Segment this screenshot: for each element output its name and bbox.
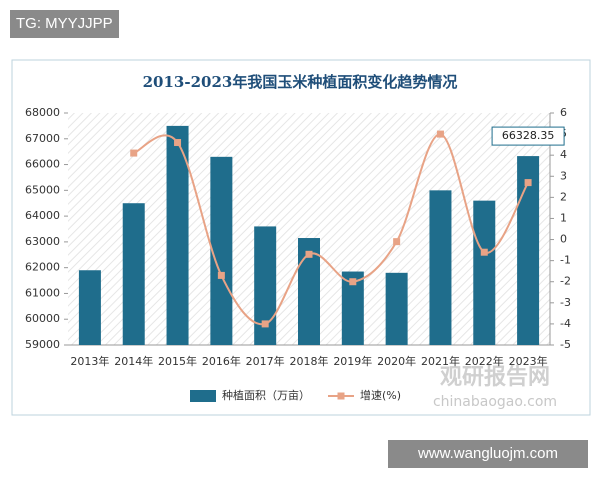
legend: 种植面积（万亩） 增速(%) xyxy=(190,388,401,402)
data-label: 66328.35 xyxy=(502,129,555,142)
line-marker xyxy=(436,130,444,138)
line-marker xyxy=(305,250,313,258)
watermark-logo: 观研报告网 xyxy=(440,365,550,390)
x-tick-label: 2022年 xyxy=(465,354,504,368)
bar xyxy=(254,226,277,345)
y2-tick-label: 0 xyxy=(560,233,567,246)
y-tick-label: 59000 xyxy=(25,338,60,351)
line xyxy=(133,133,529,326)
x-tick-label: 2018年 xyxy=(290,354,329,368)
y-tick-label: 64000 xyxy=(25,209,60,222)
legend-swatch xyxy=(190,390,216,402)
line-marker xyxy=(480,248,488,256)
y2-tick-label: -1 xyxy=(560,254,571,267)
x-tick-label: 2014年 xyxy=(114,354,153,368)
x-tick-label: 2023年 xyxy=(509,354,548,368)
y-tick-label: 68000 xyxy=(25,106,60,119)
y-tick-label: 66000 xyxy=(25,158,60,171)
legend-label: 种植面积（万亩） xyxy=(222,388,310,402)
y-tick-label: 63000 xyxy=(25,235,60,248)
watermark: TG: MYYJJPP xyxy=(10,10,119,38)
chart-frame xyxy=(11,59,591,416)
y2-tick-label: -5 xyxy=(560,338,571,351)
y-tick-label: 60000 xyxy=(25,312,60,325)
bar xyxy=(473,200,496,345)
watermark: www.wangluojm.com xyxy=(388,440,588,468)
legend-label: 增速(%) xyxy=(360,388,401,402)
y-tick-label: 62000 xyxy=(25,261,60,274)
y2-tick-label: -4 xyxy=(560,317,571,330)
x-tick-label: 2021年 xyxy=(421,354,460,368)
watermark-url: chinabaogao.com xyxy=(433,394,557,410)
y2-tick-label: -2 xyxy=(560,275,571,288)
line-marker xyxy=(130,149,138,157)
x-tick-label: 2020年 xyxy=(377,354,416,368)
bar xyxy=(166,125,189,345)
bar xyxy=(429,190,452,345)
line-marker xyxy=(261,320,269,328)
bar xyxy=(298,238,320,345)
bar xyxy=(385,272,408,345)
x-tick-label: 2017年 xyxy=(246,354,285,368)
line-marker xyxy=(393,238,401,246)
bar xyxy=(210,156,233,345)
x-tick-label: 2019年 xyxy=(333,354,372,368)
data-label-box xyxy=(491,126,565,146)
x-tick-label: 2016年 xyxy=(202,354,241,368)
y2-tick-label: -3 xyxy=(560,296,571,309)
bar xyxy=(78,270,101,345)
y2-tick-label: 3 xyxy=(560,169,567,182)
chart-title: 2013-2023年我国玉米种植面积变化趋势情况 xyxy=(143,73,458,91)
y2-tick-label: 2 xyxy=(560,190,567,203)
bar xyxy=(341,271,364,345)
bar xyxy=(517,156,540,345)
y-tick-label: 67000 xyxy=(25,132,60,145)
y-tick-label: 65000 xyxy=(25,183,60,196)
line-marker xyxy=(349,278,357,286)
bar xyxy=(122,203,145,345)
x-tick-label: 2015年 xyxy=(158,354,197,368)
y2-tick-label: 1 xyxy=(560,211,567,224)
y-tick-label: 61000 xyxy=(25,286,60,299)
legend-swatch xyxy=(337,392,345,400)
x-tick-label: 2013年 xyxy=(70,354,109,368)
y2-tick-label: 4 xyxy=(560,148,567,161)
line-marker xyxy=(174,139,182,147)
line-marker xyxy=(217,271,225,279)
y2-tick-label: 6 xyxy=(560,106,567,119)
line-marker xyxy=(524,179,532,187)
